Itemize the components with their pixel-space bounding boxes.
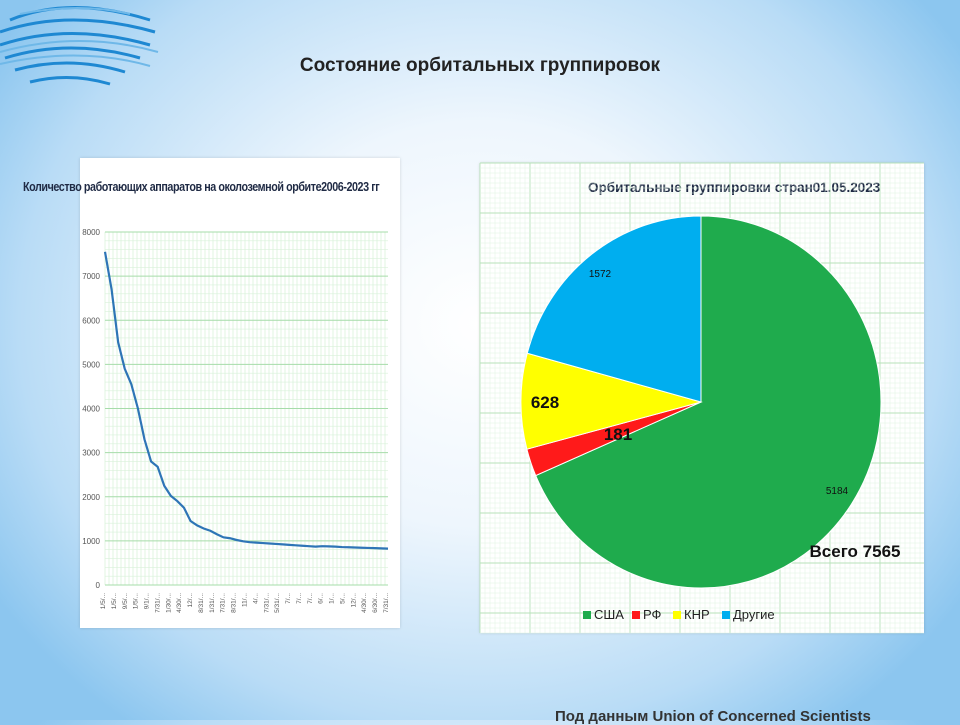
pie-chart-title: Орбитальные группировки стран01.05.2023 [588, 180, 881, 195]
footer-source: Под данным Union of Concerned Scientists [555, 708, 871, 725]
slide-title: Состояние орбитальных группировок [299, 55, 661, 76]
line-chart-title: Количество работающих аппаратов на около… [23, 180, 380, 194]
line-chart-panel [80, 158, 400, 628]
logo-globe-icon [0, 6, 159, 86]
pie-chart-panel [480, 163, 924, 633]
